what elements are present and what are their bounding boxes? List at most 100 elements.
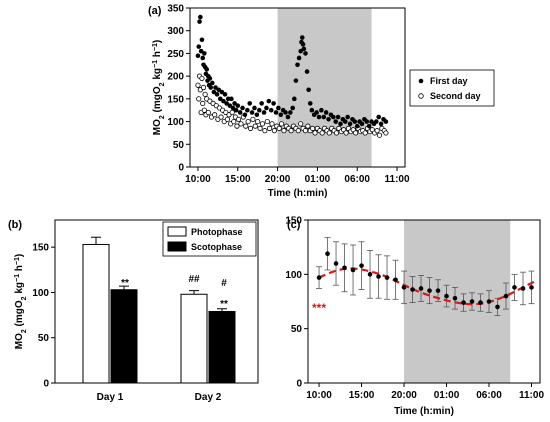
data-point-second-day [259,121,266,127]
x-tick-label: 11:00 [385,174,410,185]
data-point-second-day [362,130,368,136]
data-point-first-day [214,92,220,97]
data-point-second-day [302,128,309,134]
data-point [350,267,356,273]
x-tick-label: 10:00 [306,390,332,401]
data-point-second-day [288,128,294,134]
bar-photophase [180,293,208,384]
data-point [418,286,424,291]
legend-swatch-scotophase [167,241,187,252]
data-point-second-day [353,130,359,136]
data-point-second-day [247,125,254,131]
data-point-first-day [245,107,250,113]
data-point-first-day [314,110,319,115]
y-tick-label: 250 [167,49,184,60]
data-point-first-day [266,98,272,104]
annotation-day1-scotophase: ** [121,278,129,289]
panel-label: (b) [8,219,22,231]
panel-label: (c) [287,219,301,231]
data-point-second-day [312,130,318,136]
data-point-second-day [298,121,304,127]
data-point-first-day [296,55,302,61]
data-point-second-day [218,114,224,120]
x-tick-label: 20:00 [391,390,417,401]
data-point-second-day [383,130,389,136]
data-point-first-day [366,123,372,129]
data-point-first-day [316,114,322,120]
data-point-second-day [257,125,263,131]
data-point-second-day [326,130,332,136]
data-point-first-day [232,101,237,106]
data-point-first-day [338,121,343,127]
y-tick-label: 0 [296,379,302,390]
data-point-second-day [243,123,249,129]
category-label: Day 2 [195,392,222,403]
data-point-first-day [230,105,236,111]
data-point-first-day [383,119,389,124]
data-point-second-day [235,116,242,122]
y-tick-label: 150 [285,216,302,227]
data-point-first-day [227,103,233,108]
data-point-first-day [235,103,241,108]
data-point [503,293,509,299]
data-point-first-day [202,51,207,56]
data-point-first-day [195,53,201,58]
bar-photophase [82,243,110,384]
y-axis-label: MO2 (mgO2 kg−1 h−1) [152,40,166,135]
data-point-second-day [278,121,285,127]
x-tick-label: 20:00 [265,174,291,185]
plot-frame [54,219,259,384]
plot-frame [189,7,406,168]
data-point-first-day [222,92,228,97]
data-point-first-day [268,107,274,113]
bar-scotophase [110,289,138,384]
data-point-second-day [199,75,205,82]
data-point [333,261,339,266]
data-point [444,293,449,299]
data-point [529,285,534,290]
data-point-first-day [321,114,327,120]
data-point [410,287,415,292]
y-tick-label: 350 [167,4,184,15]
x-tick-label: 06:00 [476,390,502,401]
data-point-first-day [229,96,234,102]
data-point [384,275,390,280]
data-point-second-day [255,118,261,125]
data-point-first-day [213,85,218,90]
panel-a: 0 50 100 150 200 250 300 350 10:00 15:00 20:00 01:0… [148,4,495,199]
data-point [512,285,517,290]
data-point-second-day [205,109,211,116]
y-tick-label: 150 [32,243,49,254]
legend-label-photophase: Photophase [191,227,243,237]
data-point-second-day [271,128,278,134]
data-point-first-day [307,101,313,106]
data-point-first-day [259,101,264,106]
fit-curve [318,267,537,306]
panel-label: (a) [148,5,162,17]
data-point-first-day [198,14,203,20]
data-point-second-day [234,123,240,129]
data-point-first-day [217,96,223,102]
shaded-region [277,8,372,167]
data-point-second-day [224,116,231,122]
data-point-second-day [262,128,268,134]
data-point-first-day [242,112,248,118]
data-point-first-day [264,105,269,111]
data-point-second-day [333,130,340,136]
x-tick-label: 01:00 [434,390,460,401]
significance-annotation: *** [312,301,326,315]
x-tick-label: 11:00 [519,390,544,401]
data-point [427,288,432,293]
data-point-first-day [208,85,214,90]
data-point-second-day [295,128,301,134]
data-point-second-day [238,121,244,127]
data-point [495,304,500,310]
data-point-first-day [299,35,305,40]
data-point-second-day [212,112,218,118]
data-point-first-day [225,96,231,102]
data-point-first-day [326,117,331,122]
data-point-second-day [252,123,258,129]
data-point-first-day [301,46,307,52]
data-point-first-day [198,48,204,54]
data-point-second-day [196,96,202,102]
